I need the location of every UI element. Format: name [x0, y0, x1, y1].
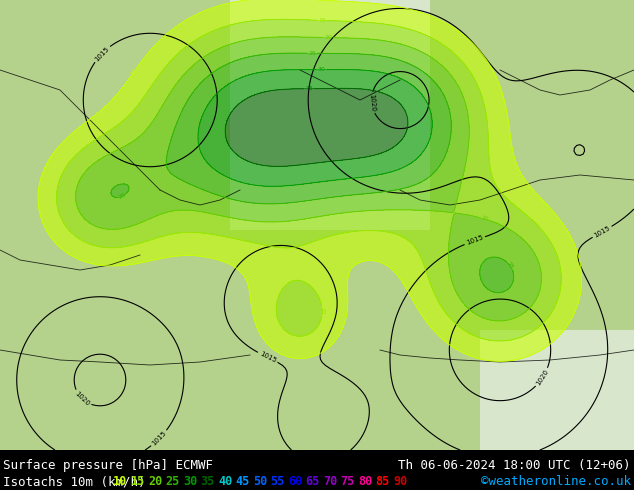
- Text: Surface pressure [hPa] ECMWF: Surface pressure [hPa] ECMWF: [3, 459, 213, 472]
- Text: 15: 15: [320, 307, 325, 315]
- Text: 40: 40: [218, 475, 232, 488]
- Text: 25: 25: [165, 475, 180, 488]
- Text: 25: 25: [118, 193, 127, 200]
- Text: Th 06-06-2024 18:00 UTC (12+06): Th 06-06-2024 18:00 UTC (12+06): [399, 459, 631, 472]
- Text: 20: 20: [480, 216, 489, 222]
- Text: 1020: 1020: [368, 94, 375, 112]
- Text: 35: 35: [305, 86, 313, 91]
- Text: 1015: 1015: [151, 430, 168, 447]
- Text: 1015: 1015: [465, 235, 484, 246]
- Text: 60: 60: [288, 475, 302, 488]
- Text: 35: 35: [200, 475, 215, 488]
- Text: 1020: 1020: [535, 368, 550, 387]
- Text: 70: 70: [323, 475, 337, 488]
- Text: ©weatheronline.co.uk: ©weatheronline.co.uk: [481, 475, 631, 488]
- Text: 10: 10: [129, 68, 138, 76]
- Text: 10: 10: [113, 475, 127, 488]
- Text: 1020: 1020: [74, 391, 91, 407]
- Text: 90: 90: [393, 475, 407, 488]
- Text: 15: 15: [131, 475, 145, 488]
- Text: 1015: 1015: [94, 45, 110, 62]
- Text: 30: 30: [318, 67, 326, 72]
- Text: 25: 25: [308, 50, 316, 56]
- Text: 55: 55: [271, 475, 285, 488]
- Bar: [480, 330, 634, 450]
- Text: 85: 85: [375, 475, 390, 488]
- Text: 45: 45: [235, 475, 250, 488]
- Text: 50: 50: [253, 475, 268, 488]
- Text: 1015: 1015: [258, 351, 277, 364]
- Bar: [230, 0, 430, 230]
- Text: 15: 15: [318, 18, 326, 23]
- Text: 20: 20: [148, 475, 162, 488]
- Text: 75: 75: [340, 475, 355, 488]
- Text: Isotachs 10m (km/h): Isotachs 10m (km/h): [3, 475, 145, 488]
- Text: 30: 30: [183, 475, 197, 488]
- Text: 80: 80: [358, 475, 372, 488]
- Text: 65: 65: [306, 475, 320, 488]
- Text: 1015: 1015: [593, 225, 611, 239]
- Text: 25: 25: [506, 261, 514, 270]
- Text: 20: 20: [324, 35, 332, 40]
